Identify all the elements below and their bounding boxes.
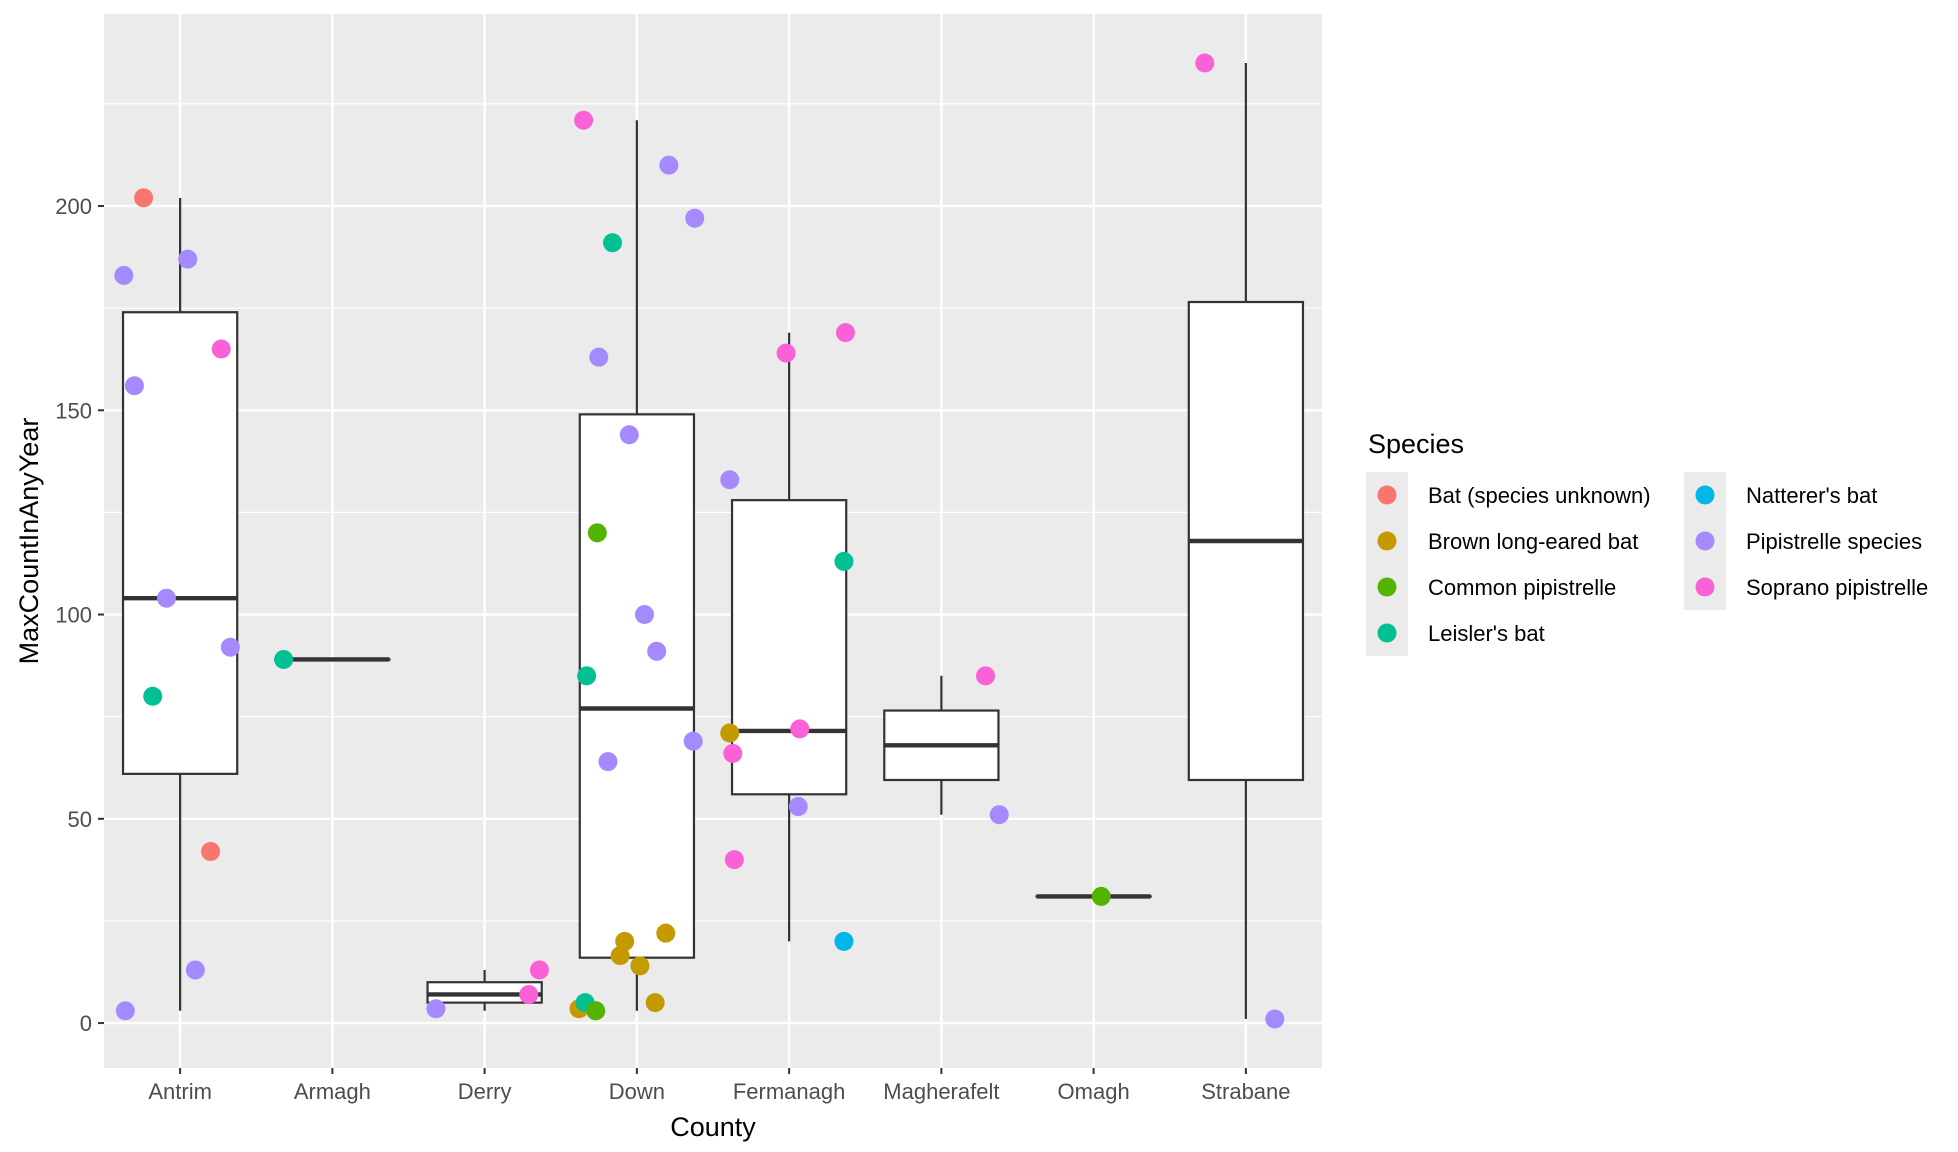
x-tick-label-omagh: Omagh	[1058, 1079, 1130, 1104]
point-brown-long-eared-bat	[630, 956, 650, 976]
y-tick-label: 100	[55, 603, 92, 628]
x-tick-label-strabane: Strabane	[1201, 1079, 1290, 1104]
legend-label: Common pipistrelle	[1428, 575, 1616, 600]
point-soprano-pipistrelle	[776, 343, 796, 363]
point-soprano-pipistrelle	[790, 719, 810, 739]
legend-key-swatch	[1377, 531, 1397, 551]
legend-entry-brown-long-eared-bat: Brown long-eared bat	[1366, 518, 1638, 564]
point-natterer-s-bat	[834, 931, 854, 951]
grid-minor	[104, 103, 1322, 922]
point-pipistrelle-species	[989, 805, 1009, 825]
point-soprano-pipistrelle	[835, 323, 855, 343]
box-derry	[426, 969, 543, 1011]
point-pipistrelle-species	[685, 208, 705, 228]
point-soprano-pipistrelle	[574, 110, 594, 130]
point-pipistrelle-species	[220, 637, 240, 657]
point-bat-species-unknown	[201, 841, 221, 861]
x-tick-label-antrim: Antrim	[148, 1079, 212, 1104]
legend-key-swatch	[1377, 623, 1397, 643]
legend-entry-leisler-s-bat: Leisler's bat	[1366, 610, 1545, 656]
box-strabane	[1187, 63, 1305, 1019]
point-brown-long-eared-bat	[656, 923, 676, 943]
y-axis: 0 50 100 150 200	[55, 194, 104, 1036]
legend-entry-common-pipistrelle: Common pipistrelle	[1366, 564, 1616, 610]
point-soprano-pipistrelle	[211, 339, 231, 359]
legend-title: Species	[1368, 429, 1464, 459]
point-soprano-pipistrelle	[724, 850, 744, 870]
box-fermanagh	[730, 332, 848, 942]
point-leisler-s-bat	[274, 649, 294, 669]
point-pipistrelle-species	[156, 588, 176, 608]
legend-label: Leisler's bat	[1428, 621, 1545, 646]
x-tick-label-magherafelt: Magherafelt	[883, 1079, 999, 1104]
point-common-pipistrelle	[1091, 886, 1111, 906]
point-pipistrelle-species	[647, 641, 667, 661]
point-pipistrelle-species	[178, 249, 198, 269]
point-pipistrelle-species	[788, 797, 808, 817]
legend-key-swatch	[1695, 531, 1715, 551]
point-soprano-pipistrelle	[723, 743, 743, 763]
point-pipistrelle-species	[185, 960, 205, 980]
point-pipistrelle-species	[115, 1001, 135, 1021]
point-pipistrelle-species	[720, 470, 740, 490]
point-pipistrelle-species	[683, 731, 703, 751]
point-pipistrelle-species	[114, 265, 134, 285]
point-pipistrelle-species	[619, 425, 639, 445]
x-tick-label-down: Down	[609, 1079, 665, 1104]
point-common-pipistrelle	[587, 523, 607, 543]
point-soprano-pipistrelle	[976, 666, 996, 686]
point-pipistrelle-species	[589, 347, 609, 367]
point-bat-species-unknown	[134, 188, 154, 208]
point-leisler-s-bat	[577, 666, 597, 686]
legend-entry-natterer-s-bat: Natterer's bat	[1684, 472, 1877, 518]
box-iqr	[578, 413, 696, 959]
point-leisler-s-bat	[603, 233, 623, 253]
x-tick-label-derry: Derry	[458, 1079, 512, 1104]
x-tick-label-armagh: Armagh	[294, 1079, 371, 1104]
point-pipistrelle-species	[598, 752, 618, 772]
point-brown-long-eared-bat	[610, 946, 630, 966]
y-axis-title: MaxCountInAnyYear	[14, 418, 44, 665]
point-pipistrelle-species	[426, 999, 446, 1019]
y-tick-label: 150	[55, 398, 92, 423]
legend-label: Natterer's bat	[1746, 483, 1877, 508]
legend-entry-soprano-pipistrelle: Soprano pipistrelle	[1684, 564, 1928, 610]
point-leisler-s-bat	[143, 686, 163, 706]
box-down	[578, 120, 696, 1011]
point-brown-long-eared-bat	[645, 993, 665, 1013]
point-leisler-s-bat	[834, 551, 854, 571]
point-brown-long-eared-bat	[615, 931, 635, 951]
point-pipistrelle-species	[634, 605, 654, 625]
y-tick-label: 0	[80, 1011, 92, 1036]
legend: Species Bat (species unknown) Brown long-…	[1366, 429, 1928, 656]
x-axis: Antrim Armagh Derry Down Fermanagh Magherafel…	[148, 1068, 1291, 1104]
x-tick-label-fermanagh: Fermanagh	[733, 1079, 846, 1104]
legend-key-swatch	[1695, 577, 1715, 597]
legend-key-swatch	[1695, 485, 1715, 505]
legend-entry-bat-species-unknown: Bat (species unknown)	[1366, 472, 1651, 518]
point-soprano-pipistrelle	[529, 960, 549, 980]
x-axis-title: County	[670, 1112, 756, 1142]
point-pipistrelle-species	[659, 155, 679, 175]
box-iqr	[730, 499, 848, 796]
legend-key-swatch	[1377, 577, 1397, 597]
legend-label: Bat (species unknown)	[1428, 483, 1651, 508]
point-brown-long-eared-bat	[720, 723, 740, 743]
point-common-pipistrelle	[586, 1001, 606, 1021]
point-pipistrelle-species	[124, 376, 144, 396]
box-magherafelt	[883, 675, 1000, 815]
point-pipistrelle-species	[1265, 1009, 1285, 1029]
y-tick-label: 50	[68, 807, 92, 832]
legend-label: Pipistrelle species	[1746, 529, 1922, 554]
legend-entry-pipistrelle-species: Pipistrelle species	[1684, 518, 1922, 564]
point-soprano-pipistrelle	[519, 984, 539, 1004]
y-tick-label: 200	[55, 194, 92, 219]
plot-panel	[104, 14, 1322, 1068]
legend-key-swatch	[1377, 485, 1397, 505]
data-points	[114, 53, 1285, 1029]
legend-label: Brown long-eared bat	[1428, 529, 1638, 554]
legend-label: Soprano pipistrelle	[1746, 575, 1928, 600]
point-soprano-pipistrelle	[1195, 53, 1215, 73]
